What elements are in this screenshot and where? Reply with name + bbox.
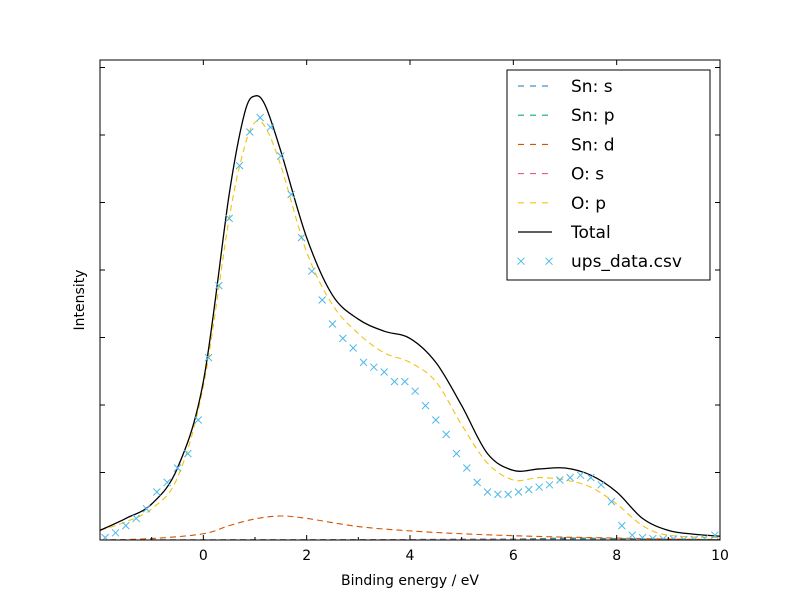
data-point xyxy=(504,490,513,499)
data-point xyxy=(493,490,502,499)
series-line xyxy=(100,95,720,537)
data-point xyxy=(204,353,213,362)
data-point xyxy=(462,464,471,472)
data-point xyxy=(266,123,275,132)
data-point xyxy=(452,449,461,458)
axes: 0 2 4 6 8 10 xyxy=(100,60,729,564)
data-point xyxy=(586,473,595,482)
data-point xyxy=(225,214,234,223)
x-axis-label: Binding energy / eV xyxy=(341,573,479,589)
data-point xyxy=(276,152,285,160)
legend-marker xyxy=(517,257,525,266)
data-point xyxy=(359,358,368,367)
series-ups-data-csv xyxy=(101,113,719,540)
data-point xyxy=(411,387,420,396)
data-point xyxy=(607,497,616,506)
data-point xyxy=(369,363,378,372)
x-tick-label: 10 xyxy=(711,548,729,564)
data-point xyxy=(442,430,451,439)
data-point xyxy=(524,485,533,494)
data-point xyxy=(483,488,492,496)
x-tick-label: 0 xyxy=(199,548,208,564)
data-point xyxy=(173,464,182,472)
data-point xyxy=(669,535,678,540)
legend-label: ups_data.csv xyxy=(571,252,682,272)
data-point xyxy=(576,471,585,480)
data-point xyxy=(617,521,626,530)
data-point xyxy=(194,416,203,424)
data-point xyxy=(235,161,244,170)
data-point xyxy=(245,128,254,136)
legend-marker xyxy=(545,257,553,266)
data-point xyxy=(318,296,327,304)
data-point xyxy=(473,478,482,487)
legend-label: Sn: p xyxy=(571,106,615,126)
data-point xyxy=(700,534,709,540)
data-point xyxy=(555,476,564,484)
data-point xyxy=(132,514,141,523)
data-point xyxy=(431,416,440,424)
data-point xyxy=(287,190,296,199)
data-point xyxy=(121,521,130,530)
legend-entry: Total xyxy=(518,223,611,243)
series-total xyxy=(100,95,720,537)
x-tick-label: 4 xyxy=(406,548,415,564)
data-point xyxy=(421,401,430,410)
series-o-p xyxy=(100,120,720,539)
legend-entry: Sn: s xyxy=(518,77,613,97)
series-line xyxy=(100,515,720,540)
data-point xyxy=(349,344,358,352)
legend-entry: O: s xyxy=(518,165,604,185)
data-point xyxy=(307,267,316,276)
data-point xyxy=(535,483,544,492)
legend-box xyxy=(506,69,711,281)
x-tick-label: 8 xyxy=(612,548,621,564)
data-point xyxy=(152,488,161,496)
data-point xyxy=(710,531,719,540)
x-tick-label: 6 xyxy=(509,548,518,564)
data-point xyxy=(214,281,223,290)
legend-label: Sn: s xyxy=(571,77,613,97)
legend-entry: O: p xyxy=(518,194,606,214)
data-point xyxy=(163,478,172,487)
legend-label: Sn: d xyxy=(571,135,615,155)
data-point xyxy=(597,480,606,489)
data-point xyxy=(648,534,657,540)
data-point xyxy=(297,233,306,242)
legend-label: O: s xyxy=(571,165,604,185)
y-axis-label: Intensity xyxy=(72,270,88,331)
series-line xyxy=(100,120,720,539)
data-point xyxy=(142,504,151,513)
legend: Sn: s Sn: p Sn: d O: s O: p Total ups_data.csv xyxy=(506,69,711,281)
x-tick-label: 2 xyxy=(302,548,311,564)
data-point xyxy=(545,480,554,489)
data-point xyxy=(514,488,523,496)
data-point xyxy=(628,531,637,540)
data-point xyxy=(328,320,337,328)
legend-label: O: p xyxy=(571,194,606,214)
legend-label: Total xyxy=(570,223,611,243)
legend-entry: Sn: d xyxy=(518,135,615,155)
legend-entry: Sn: p xyxy=(518,106,615,126)
data-point xyxy=(380,368,389,376)
legend-entry: ups_data.csv xyxy=(517,252,682,272)
data-point xyxy=(111,528,120,537)
data-point xyxy=(338,334,347,343)
data-point xyxy=(400,377,409,386)
data-point xyxy=(390,377,399,386)
series-sn-d xyxy=(100,515,720,540)
data-point xyxy=(256,113,265,122)
data-point xyxy=(183,449,192,458)
data-point xyxy=(566,473,575,482)
data-point xyxy=(659,535,668,540)
